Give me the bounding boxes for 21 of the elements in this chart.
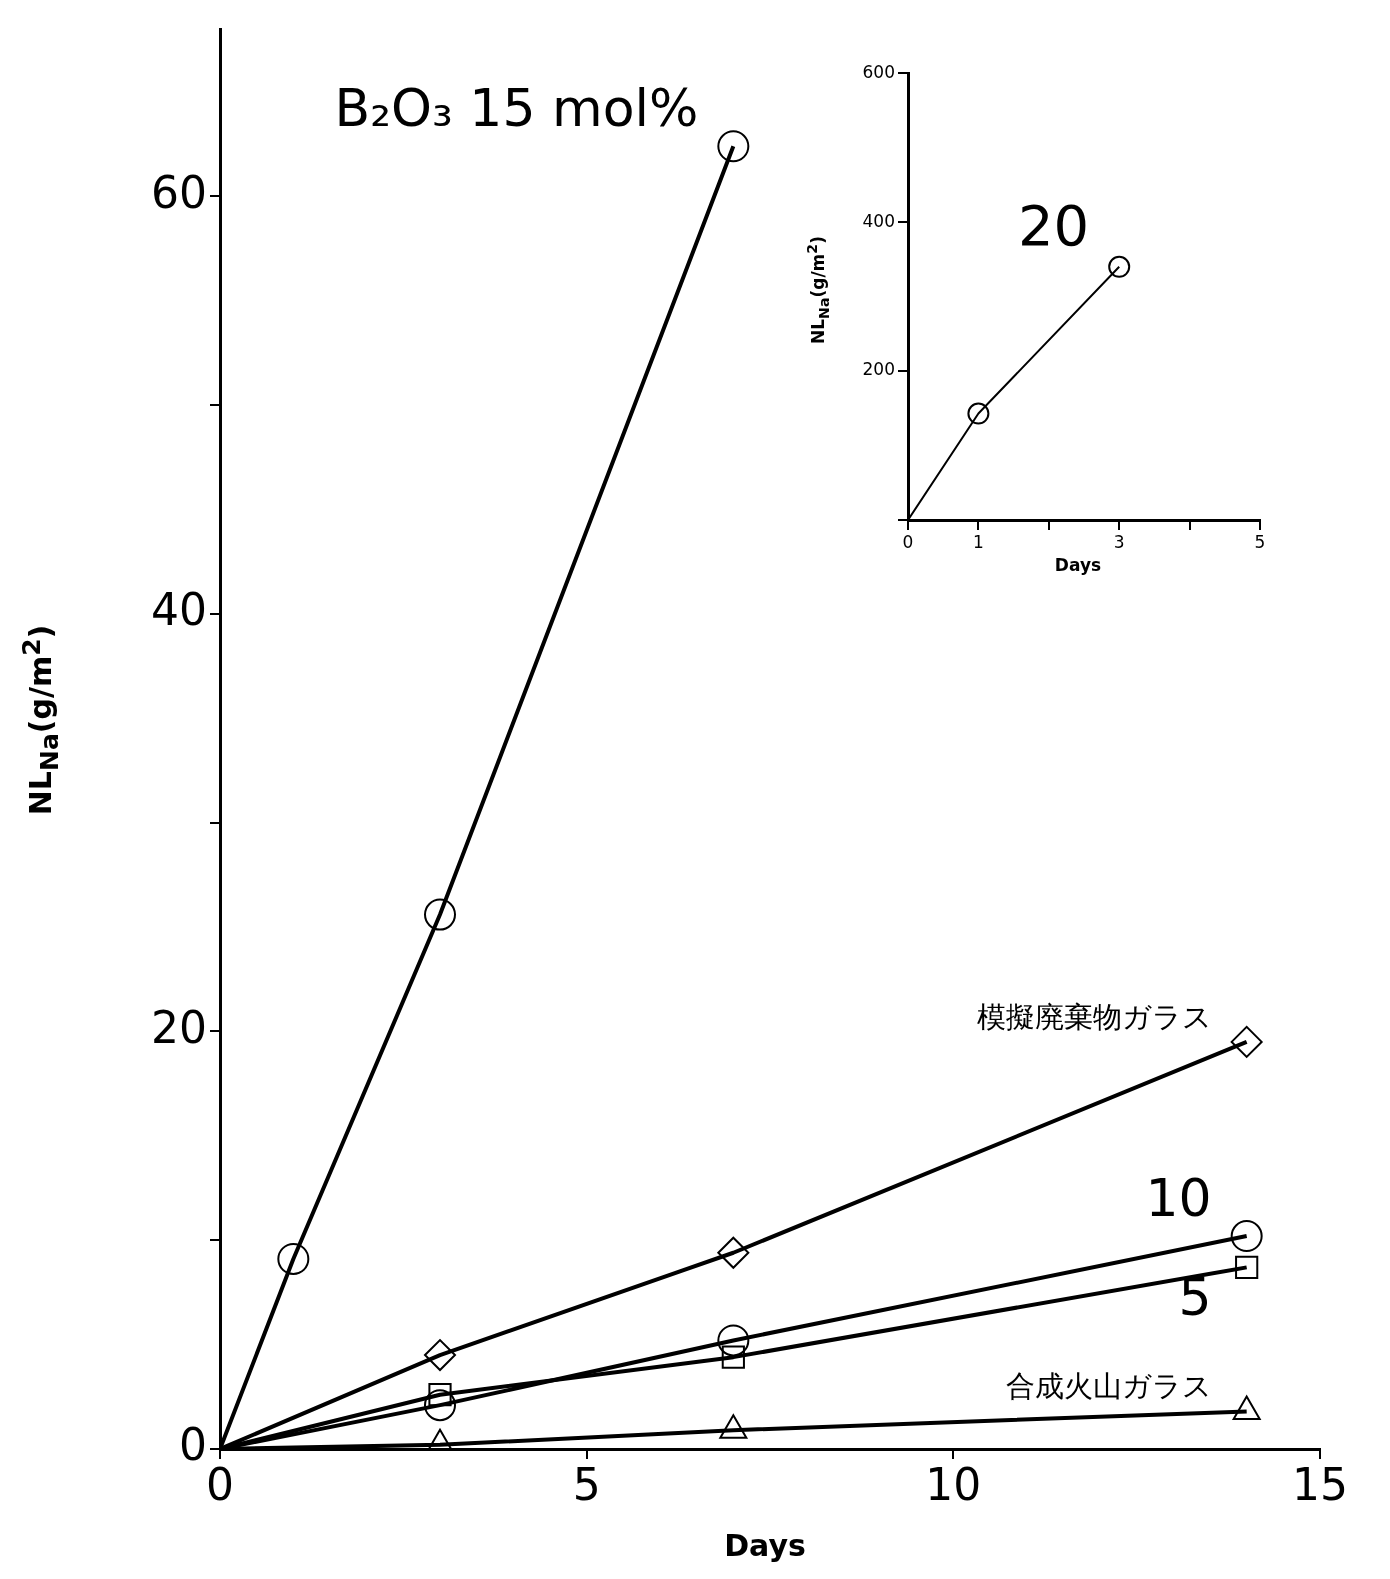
y-tick-label: 40	[151, 584, 207, 636]
y-tick-label: 400	[862, 210, 895, 231]
x-axis-title: Days	[724, 1527, 806, 1563]
x-tick-label: 0	[902, 531, 914, 552]
y-tick-label: 20	[151, 1001, 207, 1053]
x-tick-label: 1	[972, 531, 984, 552]
x-axis-title: Days	[1054, 555, 1102, 575]
y-tick-label: 200	[862, 359, 895, 380]
x-tick-label: 5	[1254, 531, 1266, 552]
y-tick-label: 600	[862, 61, 895, 82]
x-tick-label: 10	[925, 1458, 982, 1510]
series-label: B₂O₃ 15 mol%	[334, 77, 699, 138]
series-label: 10	[1145, 1167, 1212, 1228]
y-tick-label: 60	[151, 166, 207, 218]
series-label: 20	[1017, 193, 1090, 259]
x-tick-label: 15	[1292, 1458, 1348, 1510]
x-tick-label: 3	[1113, 531, 1125, 552]
x-tick-label: 5	[572, 1458, 601, 1510]
series-label: 合成火山ガラス	[1005, 1369, 1212, 1404]
series-label: 模擬廃棄物ガラス	[976, 999, 1212, 1034]
y-tick-label: 0	[179, 1419, 207, 1471]
